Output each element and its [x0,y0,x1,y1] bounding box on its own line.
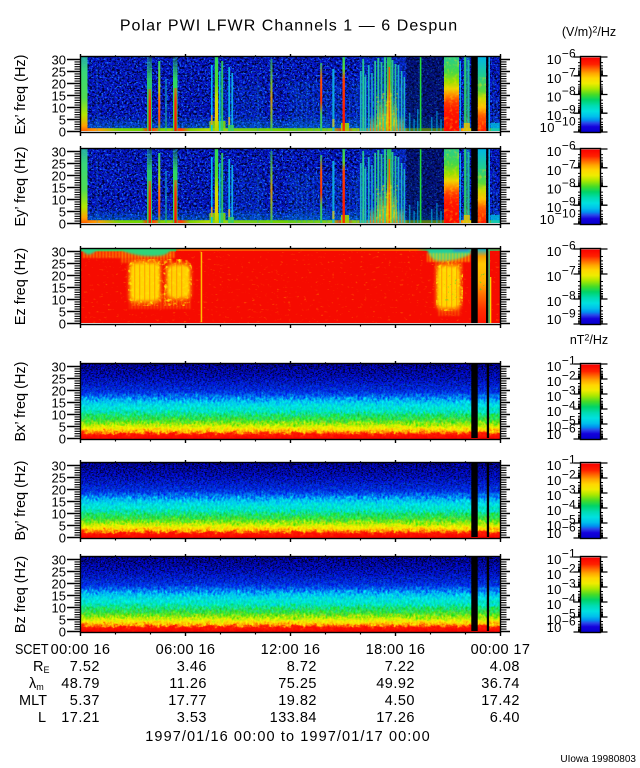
svg-text:5: 5 [59,518,66,533]
svg-text:15: 15 [52,180,66,195]
svg-text:8.72: 8.72 [287,659,317,675]
svg-text:5: 5 [59,612,66,627]
svg-text:λm: λm [29,676,44,692]
svg-text:15: 15 [52,395,66,410]
svg-text:7.52: 7.52 [70,659,100,675]
svg-text:20: 20 [52,268,66,283]
svg-text:00:00 17: 00:00 17 [471,642,531,658]
svg-text:15: 15 [52,88,66,103]
svg-text:Bx’ freq (Hz): Bx’ freq (Hz) [13,361,29,441]
svg-text:133.84: 133.84 [270,710,317,726]
svg-text:0: 0 [59,624,66,639]
svg-text:10: 10 [52,100,66,115]
svg-text:30: 30 [52,144,66,159]
svg-text:10−6: 10−6 [547,47,576,68]
svg-text:10: 10 [52,407,66,422]
svg-text:19.82: 19.82 [278,693,317,709]
svg-text:10−7: 10−7 [547,264,576,285]
svg-text:10: 10 [52,506,66,521]
svg-text:30: 30 [52,52,66,67]
svg-text:Ex’ freq (Hz): Ex’ freq (Hz) [13,54,29,134]
svg-text:20: 20 [52,482,66,497]
svg-text:75.25: 75.25 [278,676,317,692]
svg-text:10−8: 10−8 [547,84,576,105]
svg-text:17.42: 17.42 [481,693,520,709]
svg-text:0: 0 [59,431,66,446]
svg-text:15: 15 [52,494,66,509]
svg-text:30: 30 [52,552,66,567]
svg-text:25: 25 [52,256,66,271]
svg-text:SCET: SCET [15,642,49,658]
svg-text:17.77: 17.77 [168,693,207,709]
svg-text:10: 10 [52,192,66,207]
svg-text:20: 20 [52,76,66,91]
svg-text:10−7: 10−7 [547,65,576,86]
svg-text:12:00 16: 12:00 16 [261,642,321,658]
svg-text:25: 25 [52,156,66,171]
svg-text:5: 5 [59,304,66,319]
svg-text:20: 20 [52,168,66,183]
svg-text:11.26: 11.26 [169,676,207,692]
svg-text:10: 10 [52,600,66,615]
svg-text:25: 25 [52,470,66,485]
svg-text:10−7: 10−7 [547,157,576,178]
svg-text:5: 5 [59,112,66,127]
svg-text:Ez freq (Hz): Ez freq (Hz) [13,248,29,325]
svg-text:(V/m)2/Hz: (V/m)2/Hz [562,25,616,40]
svg-text:25: 25 [52,371,66,386]
svg-text:49.92: 49.92 [376,676,415,692]
svg-text:4.08: 4.08 [490,659,520,675]
svg-text:Ey’ freq (Hz): Ey’ freq (Hz) [13,146,29,226]
svg-text:00:00 16: 00:00 16 [51,642,111,658]
svg-text:5: 5 [59,419,66,434]
svg-text:6.40: 6.40 [490,710,520,726]
svg-text:25: 25 [52,64,66,79]
svg-text:MLT: MLT [19,693,47,709]
svg-text:RE: RE [33,659,50,675]
svg-text:0: 0 [59,316,66,331]
svg-text:L: L [38,710,46,726]
svg-text:30: 30 [52,244,66,259]
svg-text:3.53: 3.53 [177,710,207,726]
svg-text:nT2/Hz: nT2/Hz [570,333,608,348]
svg-text:0: 0 [59,124,66,139]
svg-text:18:00 16: 18:00 16 [366,642,426,658]
svg-text:3.46: 3.46 [177,659,207,675]
svg-text:30: 30 [52,458,66,473]
svg-text:15: 15 [52,588,66,603]
svg-text:36.74: 36.74 [481,676,520,692]
svg-text:17.26: 17.26 [376,710,415,726]
svg-text:20: 20 [52,576,66,591]
svg-text:Polar PWI LFWR Channels 1 — 6: Polar PWI LFWR Channels 1 — 6 Despun [120,18,458,35]
svg-text:1997/01/16 00:00 to 1997/01/17: 1997/01/16 00:00 to 1997/01/17 00:00 [145,729,431,745]
svg-text:10−8: 10−8 [547,176,576,197]
svg-text:25: 25 [52,564,66,579]
svg-text:0: 0 [59,530,66,545]
svg-text:10−6: 10−6 [547,139,576,160]
svg-text:48.79: 48.79 [61,676,100,692]
svg-text:06:00 16: 06:00 16 [156,642,216,658]
svg-text:10−10: 10−10 [540,115,576,136]
svg-text:0: 0 [59,216,66,231]
svg-text:10−6: 10−6 [547,239,576,260]
svg-text:10−10: 10−10 [540,207,576,228]
svg-text:10−9: 10−9 [547,307,576,328]
svg-text:5.37: 5.37 [70,693,100,709]
svg-text:5: 5 [59,204,66,219]
svg-text:15: 15 [52,280,66,295]
svg-text:20: 20 [52,383,66,398]
svg-text:Bz freq (Hz): Bz freq (Hz) [13,556,29,633]
svg-text:7.22: 7.22 [385,659,415,675]
svg-text:By’ freq (Hz): By’ freq (Hz) [13,460,29,540]
svg-text:4.50: 4.50 [385,693,415,709]
svg-text:10: 10 [52,292,66,307]
svg-text:17.21: 17.21 [61,710,100,726]
svg-text:UIowa 19980803: UIowa 19980803 [560,754,636,765]
svg-text:30: 30 [52,359,66,374]
